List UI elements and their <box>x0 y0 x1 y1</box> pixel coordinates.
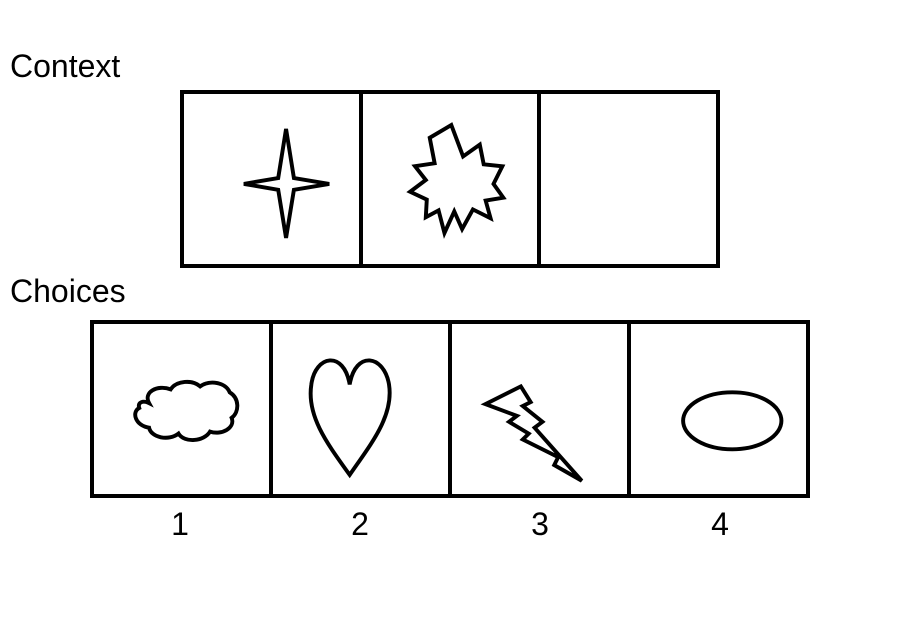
choices-label: Choices <box>10 273 126 309</box>
choice-number-2: 2 <box>351 506 369 542</box>
cloud-icon <box>133 379 240 442</box>
choices-panel-row <box>90 320 810 498</box>
four-point-star-icon <box>243 128 330 239</box>
choice-cell-2[interactable] <box>273 324 452 494</box>
heart-icon <box>308 358 392 479</box>
context-cell-3-empty <box>541 94 716 264</box>
choice-cell-1[interactable] <box>94 324 273 494</box>
ellipse-icon <box>681 390 784 452</box>
lightning-bolt-icon <box>480 383 584 483</box>
starburst-icon <box>405 122 507 239</box>
context-panel-row <box>180 90 720 268</box>
choice-number-4: 4 <box>711 506 729 542</box>
choice-number-1: 1 <box>171 506 189 542</box>
choice-cell-3[interactable] <box>452 324 631 494</box>
context-label: Context <box>10 48 121 84</box>
context-cell-1 <box>184 94 363 264</box>
choice-cell-4[interactable] <box>631 324 806 494</box>
context-cell-2 <box>363 94 542 264</box>
choice-number-3: 3 <box>531 506 549 542</box>
choice-numbers: 1 2 3 4 <box>90 508 810 540</box>
